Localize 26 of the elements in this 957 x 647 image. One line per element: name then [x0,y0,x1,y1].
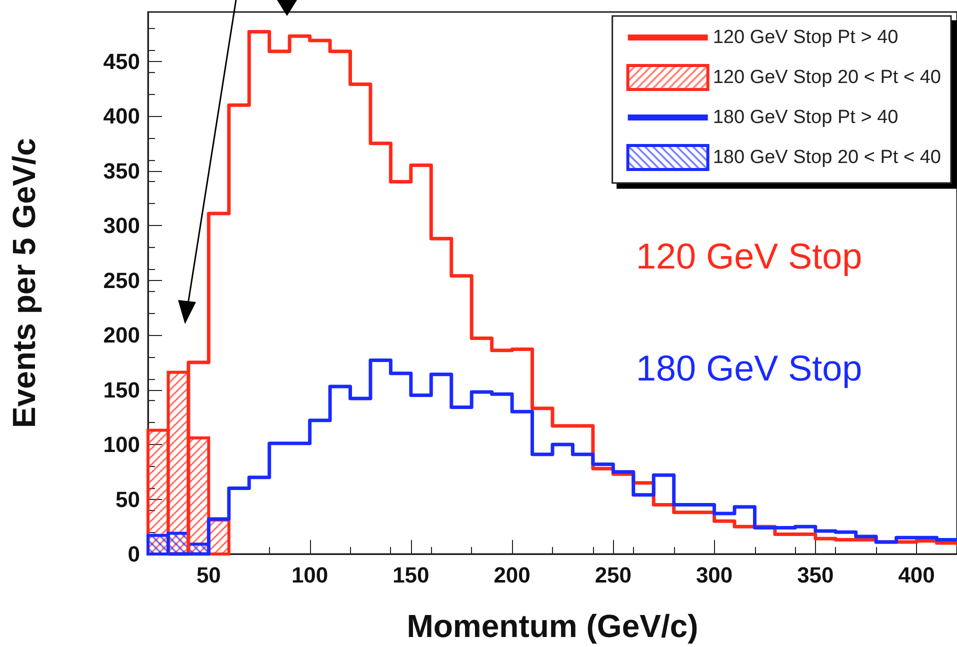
legend-label: 180 GeV Stop 20 < Pt < 40 [712,147,942,168]
y-tick-label: 200 [103,322,140,348]
x-tick-label: 300 [696,562,733,588]
x-tick-label: 400 [898,562,935,588]
x-tick-label: 150 [392,562,430,588]
x-tick-label: 250 [594,562,632,588]
y-tick-label: 50 [116,486,140,512]
y-tick-label: 100 [103,432,140,458]
y-axis-title: Events per 5 GeV/c [6,138,42,428]
annotation: 180 GeV Stop [636,348,862,388]
y-tick-label: 300 [103,213,140,238]
x-tick-label: 350 [797,562,834,588]
x-tick-label: 50 [196,562,221,588]
y-tick-label: 400 [103,104,140,129]
y-tick-label: 350 [103,158,140,184]
x-axis-title: Momentum (GeV/c) [406,608,698,644]
x-tick-label: 100 [291,562,328,588]
legend-label: 180 GeV Stop Pt > 40 [712,107,898,128]
y-tick-label: 450 [103,48,140,74]
x-tick-label: 200 [494,562,530,588]
y-tick-label: 250 [103,268,140,293]
annotation: 120 GeV Stop [636,236,862,276]
y-tick-label: 150 [103,377,140,402]
y-tick-label: 0 [128,542,140,566]
legend-label: 120 GeV Stop Pt > 40 [712,27,898,48]
legend-label: 120 GeV Stop 20 < Pt < 40 [712,67,942,88]
